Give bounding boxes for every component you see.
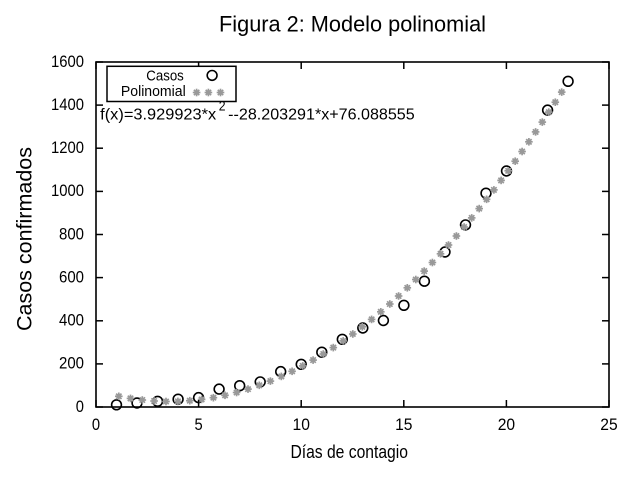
svg-text:2: 2	[219, 98, 226, 113]
svg-text:1000: 1000	[51, 182, 84, 200]
svg-text:Casos: Casos	[146, 68, 184, 85]
svg-text:1200: 1200	[51, 139, 84, 157]
svg-text:Figura 2: Modelo polinomial: Figura 2: Modelo polinomial	[219, 12, 486, 37]
svg-text:0: 0	[92, 416, 100, 434]
svg-text:1600: 1600	[51, 53, 84, 71]
svg-text:25: 25	[600, 416, 617, 434]
svg-text:200: 200	[59, 355, 84, 373]
svg-text:Polinomial: Polinomial	[121, 83, 186, 100]
svg-text:f(x)=3.929923*x: f(x)=3.929923*x	[100, 106, 216, 123]
svg-text:400: 400	[59, 312, 84, 330]
svg-text:15: 15	[395, 416, 412, 434]
svg-text:20: 20	[498, 416, 515, 434]
svg-text:10: 10	[293, 416, 310, 434]
svg-text:0: 0	[76, 398, 84, 416]
svg-text:5: 5	[195, 416, 203, 434]
svg-text:600: 600	[59, 268, 84, 286]
svg-text:1400: 1400	[51, 96, 84, 114]
svg-text:Casos confirmados: Casos confirmados	[13, 147, 37, 331]
svg-text:Días de contagio: Días de contagio	[290, 442, 408, 462]
svg-text:800: 800	[59, 225, 84, 243]
svg-text:--28.203291*x+76.088555: --28.203291*x+76.088555	[228, 106, 415, 123]
